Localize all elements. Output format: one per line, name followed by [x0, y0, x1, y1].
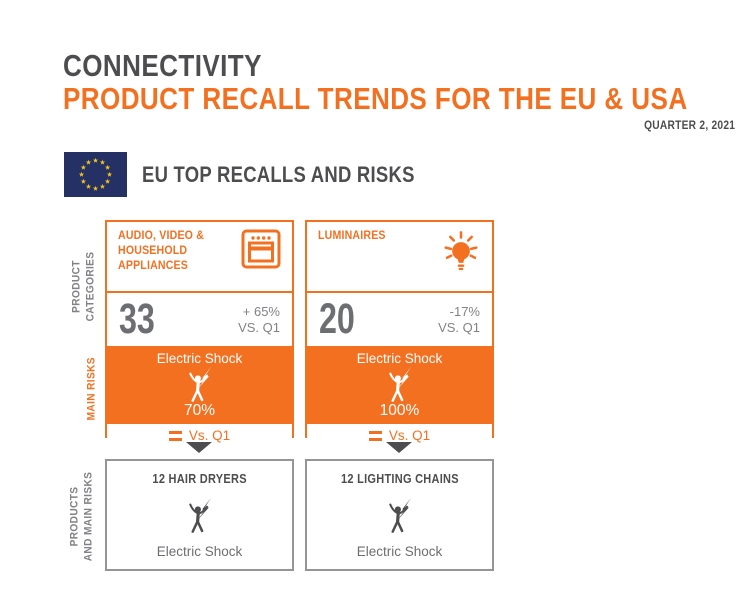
trend-strip: Vs. Q1 [307, 424, 492, 447]
risk-share: 100% [379, 402, 420, 419]
trend-label: Vs. Q1 [188, 428, 231, 443]
trend-label: Vs. Q1 [388, 428, 431, 443]
equals-icon [368, 430, 382, 441]
electric-shock-icon [188, 497, 213, 533]
main-risk-panel: Electric Shock 100% [307, 346, 492, 424]
row-label-main-risks: MAIN RISKS [85, 357, 98, 421]
quarter-label: QUARTER 2, 2021 [643, 118, 735, 132]
electric-shock-icon [188, 366, 213, 402]
product-name: 12 HAIR DRYERS [152, 472, 247, 486]
main-risk-panel: Electric Shock 70% [107, 346, 292, 424]
product-card-lighting-chains: 12 LIGHTING CHAINS Electric Shock [305, 459, 494, 571]
product-card-hair-dryers: 12 HAIR DRYERS Electric Shock [105, 459, 294, 571]
category-name: AUDIO, VIDEO & HOUSEHOLD APPLIANCES [118, 230, 205, 272]
category-card-appliances: AUDIO, VIDEO & HOUSEHOLD APPLIANCES 33 +… [105, 220, 294, 447]
row-label-product-categories: PRODUCT CATEGORIES [70, 251, 97, 322]
product-name: 12 LIGHTING CHAINS [340, 472, 459, 486]
category-name: LUMINAIRES [318, 230, 386, 242]
risk-share: 70% [183, 402, 216, 419]
product-risk-label: Electric Shock [156, 544, 243, 559]
arrow-down-icon [386, 442, 412, 453]
product-risk-label: Electric Shock [356, 544, 443, 559]
trend-strip: Vs. Q1 [107, 424, 292, 447]
category-card-luminaires: LUMINAIRES 20 -17% VS. Q1 Electric Shock… [305, 220, 494, 447]
page-title: PRODUCT RECALL TRENDS FOR THE EU & USA [63, 81, 688, 116]
equals-icon [168, 430, 182, 441]
category-card-header: LUMINAIRES [307, 222, 492, 293]
recall-count: 33 [119, 295, 155, 343]
header: CONNECTIVITY PRODUCT RECALL TRENDS FOR T… [63, 49, 735, 134]
electric-shock-icon [388, 366, 413, 402]
lightbulb-icon [439, 229, 483, 286]
eu-section-header: EU TOP RECALLS AND RISKS [64, 152, 467, 197]
recall-change: -17% VS. Q1 [438, 303, 480, 335]
category-card-header: AUDIO, VIDEO & HOUSEHOLD APPLIANCES [107, 222, 292, 293]
row-label-products-and-main-risks: PRODUCTS AND MAIN RISKS [68, 471, 95, 562]
electric-shock-icon [388, 497, 413, 533]
recall-stats: 20 -17% VS. Q1 [307, 293, 492, 346]
eu-flag-icon [64, 152, 127, 197]
section-heading: EU TOP RECALLS AND RISKS [142, 161, 415, 187]
arrow-down-icon [186, 442, 212, 453]
brand-title: CONNECTIVITY [63, 48, 262, 83]
oven-icon [239, 229, 283, 286]
recall-stats: 33 + 65% VS. Q1 [107, 293, 292, 346]
recall-change: + 65% VS. Q1 [238, 303, 280, 335]
risk-name: Electric Shock [356, 351, 443, 366]
recall-count: 20 [319, 295, 355, 343]
risk-name: Electric Shock [156, 351, 243, 366]
